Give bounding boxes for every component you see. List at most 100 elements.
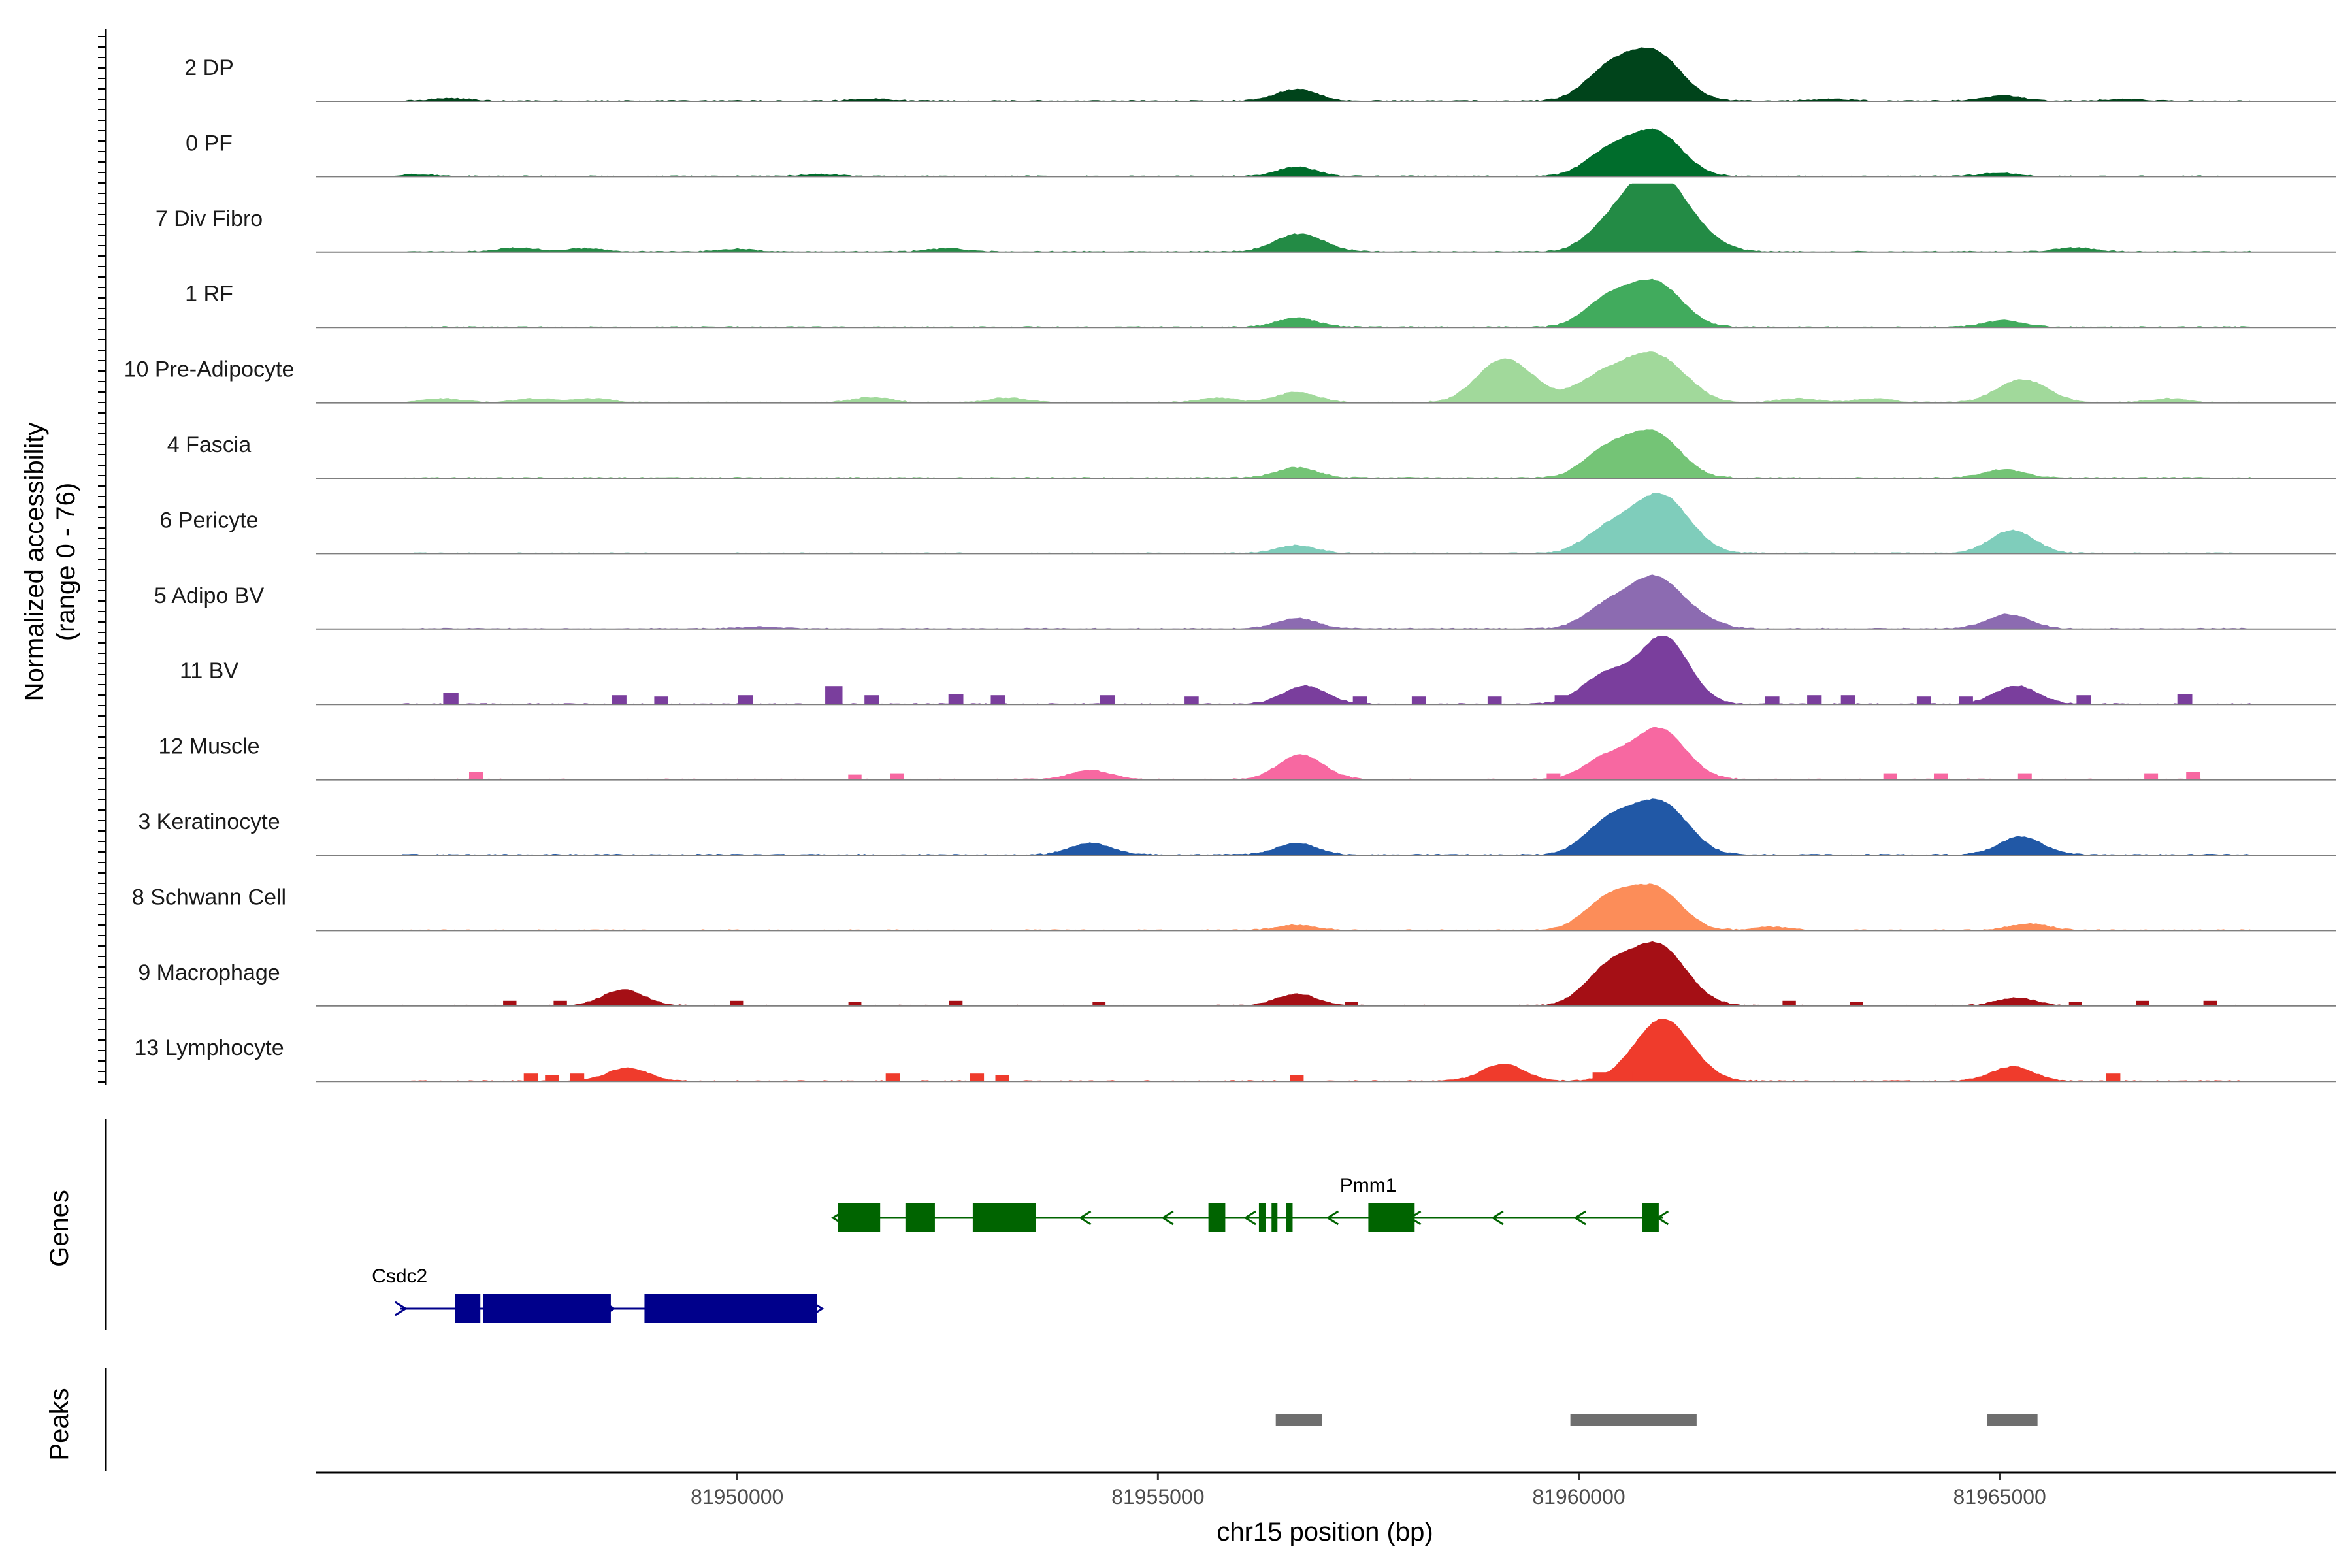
coverage-area bbox=[316, 183, 2336, 252]
track-label: 7 Div Fibro bbox=[155, 206, 263, 231]
coverage-bar bbox=[1411, 696, 1426, 705]
gene-exon bbox=[972, 1203, 1036, 1232]
y-axis-title-line2: (range 0 - 76) bbox=[52, 483, 80, 641]
coverage-bar bbox=[1345, 1002, 1358, 1006]
coverage-bar bbox=[1934, 773, 1948, 780]
coverage-bar bbox=[738, 695, 753, 705]
coverage-area bbox=[316, 798, 2336, 855]
track-label: 10 Pre-Adipocyte bbox=[124, 357, 295, 382]
x-axis: 81950000 81955000 81960000 81965000 bbox=[316, 1471, 2336, 1509]
coverage-bar bbox=[1782, 1000, 1796, 1006]
y-axis-title-line1: Normalized accessibility bbox=[20, 423, 49, 702]
gene-exon bbox=[1642, 1203, 1659, 1232]
coverage-bar bbox=[2017, 773, 2032, 780]
strand-arrow bbox=[395, 1301, 408, 1316]
coverage-area bbox=[316, 351, 2336, 403]
peaks-track bbox=[105, 1368, 2038, 1471]
gene-exon bbox=[905, 1203, 935, 1232]
track-2-dp: 2 DP bbox=[184, 47, 2336, 102]
track-label: 2 DP bbox=[184, 56, 234, 80]
track-6-pericyte: 6 Pericyte bbox=[159, 492, 2336, 555]
coverage-area bbox=[316, 883, 2336, 931]
coverage-area bbox=[316, 727, 2336, 780]
track-12-muscle: 12 Muscle bbox=[159, 727, 2336, 781]
coverage-bar bbox=[2177, 694, 2193, 705]
coverage-bar bbox=[948, 694, 964, 705]
track-label: 6 Pericyte bbox=[159, 508, 258, 532]
track-label: 13 Lymphocyte bbox=[134, 1036, 284, 1060]
coverage-bar bbox=[970, 1073, 985, 1082]
coverage-bar bbox=[1555, 1002, 1569, 1006]
track-9-macrophage: 9 Macrophage bbox=[138, 941, 2336, 1007]
gene-exon bbox=[1286, 1203, 1293, 1232]
peak-region bbox=[1987, 1414, 2038, 1426]
coverage-bar bbox=[1883, 773, 1897, 780]
strand-arrow bbox=[1490, 1210, 1504, 1226]
track-label: 5 Adipo BV bbox=[154, 583, 265, 608]
coverage-bar bbox=[1850, 1002, 1863, 1006]
coverage-bar bbox=[848, 1002, 862, 1006]
coverage-bar bbox=[848, 774, 862, 780]
coverage-area bbox=[316, 47, 2336, 101]
coverage-bar bbox=[1959, 696, 1973, 705]
track-10-pre-adipocyte: 10 Pre-Adipocyte bbox=[124, 351, 2336, 404]
coverage-bar bbox=[990, 695, 1005, 705]
track-label: 3 Keratinocyte bbox=[138, 809, 280, 834]
track-4-fascia: 4 Fascia bbox=[167, 429, 2336, 479]
coverage-bar bbox=[1592, 1072, 1607, 1082]
track-label: 11 BV bbox=[180, 659, 238, 683]
y-axis bbox=[98, 29, 107, 1085]
coverage-bar bbox=[2203, 1000, 2217, 1006]
gene-label: Csdc2 bbox=[372, 1266, 427, 1287]
coverage-bar bbox=[1916, 696, 1931, 705]
strand-arrow bbox=[1243, 1210, 1256, 1226]
coverage-bar bbox=[1765, 696, 1780, 705]
coverage-bar bbox=[1546, 773, 1561, 780]
coverage-bar bbox=[1092, 1002, 1106, 1006]
coverage-bar bbox=[995, 1075, 1009, 1082]
gene-annotation-track: Pmm1 Csdc2 bbox=[105, 1119, 1669, 1330]
coverage-bar bbox=[654, 696, 668, 705]
gene-exon bbox=[838, 1203, 881, 1232]
track-label: 8 Schwann Cell bbox=[132, 885, 286, 909]
gene-exon bbox=[455, 1294, 481, 1323]
x-axis-title: chr15 position (bp) bbox=[1217, 1518, 1433, 1546]
gene-exon bbox=[1271, 1203, 1278, 1232]
gene-exon bbox=[1208, 1203, 1226, 1232]
coverage-bar bbox=[1352, 696, 1367, 705]
genes-track-title: Genes bbox=[45, 1190, 74, 1267]
coverage-bar bbox=[2136, 1000, 2149, 1006]
track-label: 1 RF bbox=[185, 282, 233, 306]
coverage-area bbox=[316, 128, 2336, 177]
gene-label: Pmm1 bbox=[1340, 1175, 1397, 1196]
peak-region bbox=[1570, 1414, 1697, 1426]
coverage-area bbox=[316, 1019, 2336, 1082]
coverage-bar bbox=[2186, 772, 2200, 780]
coverage-bar bbox=[825, 686, 843, 705]
coverage-bar bbox=[503, 1000, 517, 1006]
coverage-bar bbox=[1707, 1075, 1721, 1082]
x-tick-label: 81960000 bbox=[1532, 1485, 1625, 1509]
track-5-adipo-bv: 5 Adipo BV bbox=[154, 574, 2336, 630]
track-7-div-fibro: 7 Div Fibro bbox=[155, 183, 2336, 253]
coverage-bar bbox=[553, 1000, 567, 1006]
coverage-bar bbox=[1290, 1075, 1304, 1082]
gene-exon bbox=[644, 1294, 817, 1323]
coverage-bar bbox=[2106, 1073, 2121, 1082]
strand-arrow bbox=[1573, 1210, 1586, 1226]
strand-arrow bbox=[1160, 1210, 1174, 1226]
coverage-bar bbox=[2076, 695, 2091, 705]
strand-arrow bbox=[1326, 1210, 1339, 1226]
gene-csdc2: Csdc2 bbox=[372, 1266, 825, 1323]
coverage-bar bbox=[469, 772, 483, 780]
coverage-bar bbox=[545, 1075, 559, 1082]
track-label: 4 Fascia bbox=[167, 433, 252, 457]
track-3-keratinocyte: 3 Keratinocyte bbox=[138, 798, 2336, 856]
peaks-track-title: Peaks bbox=[45, 1388, 74, 1460]
track-1-rf: 1 RF bbox=[185, 278, 2336, 329]
track-label: 12 Muscle bbox=[159, 734, 260, 759]
coverage-bar bbox=[1184, 696, 1199, 705]
coverage-bar bbox=[1571, 772, 1586, 780]
coverage-bar bbox=[2144, 773, 2159, 780]
